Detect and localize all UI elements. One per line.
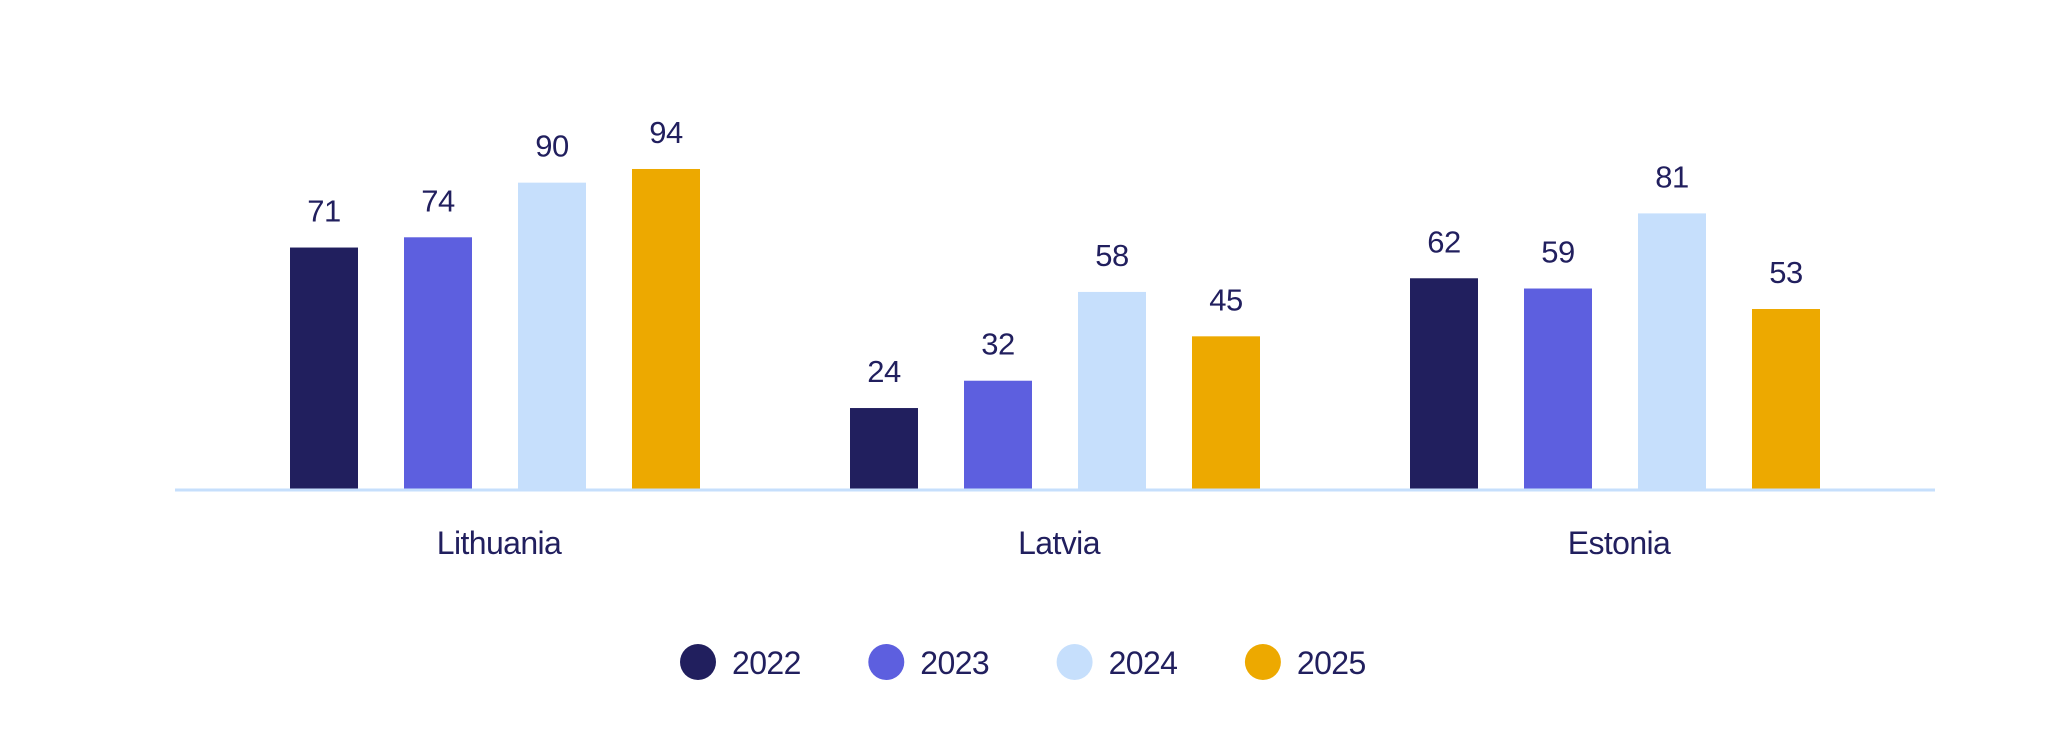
bar-lithuania-2022 [290,247,358,490]
legend-label-2025: 2025 [1297,645,1366,681]
legend-item-2022: 2022 [680,644,801,681]
legend-label-2022: 2022 [732,645,801,681]
category-labels-layer: Lithuania Latvia Estonia [437,525,1672,561]
bar-lithuania-2023 [404,237,472,490]
value-labels-layer: 71 74 90 94 24 32 58 45 62 59 81 53 [307,115,1803,389]
value-label-lithuania-2025: 94 [649,115,683,150]
legend-item-2023: 2023 [868,644,990,681]
value-label-estonia-2024: 81 [1655,159,1688,194]
legend-item-2024: 2024 [1056,644,1178,681]
category-label-estonia: Estonia [1568,525,1671,561]
bar-latvia-2022 [850,408,918,490]
value-label-lithuania-2024: 90 [535,129,569,164]
legend-swatch-2024 [1056,644,1093,680]
value-label-estonia-2022: 62 [1427,224,1460,259]
bar-estonia-2023 [1524,288,1592,490]
legend-item-2025: 2025 [1244,644,1366,681]
legend-swatch-2022 [680,644,716,680]
value-label-latvia-2024: 58 [1095,238,1128,273]
value-label-latvia-2023: 32 [981,327,1014,362]
bar-lithuania-2024 [518,182,586,490]
bar-lithuania-2025 [632,168,700,491]
bar-estonia-2025 [1752,309,1820,490]
legend: 2022 2023 2024 2025 [680,644,1366,681]
value-label-estonia-2023: 59 [1541,235,1574,270]
bar-latvia-2025 [1192,336,1260,490]
value-label-lithuania-2022: 71 [307,194,340,229]
category-label-latvia: Latvia [1018,525,1101,561]
value-label-latvia-2025: 45 [1209,282,1242,317]
legend-label-2023: 2023 [920,645,989,681]
value-label-lithuania-2023: 74 [421,183,455,218]
bar-latvia-2023 [964,380,1032,490]
bar-latvia-2024 [1078,291,1146,490]
category-label-lithuania: Lithuania [437,525,562,561]
legend-swatch-2025 [1244,644,1281,680]
value-label-estonia-2025: 53 [1769,255,1802,290]
value-label-latvia-2022: 24 [867,354,901,389]
bar-estonia-2024 [1638,213,1706,490]
legend-swatch-2023 [868,644,905,680]
bar-estonia-2022 [1410,278,1478,490]
legend-label-2024: 2024 [1109,645,1178,681]
bars-layer [290,168,1820,491]
